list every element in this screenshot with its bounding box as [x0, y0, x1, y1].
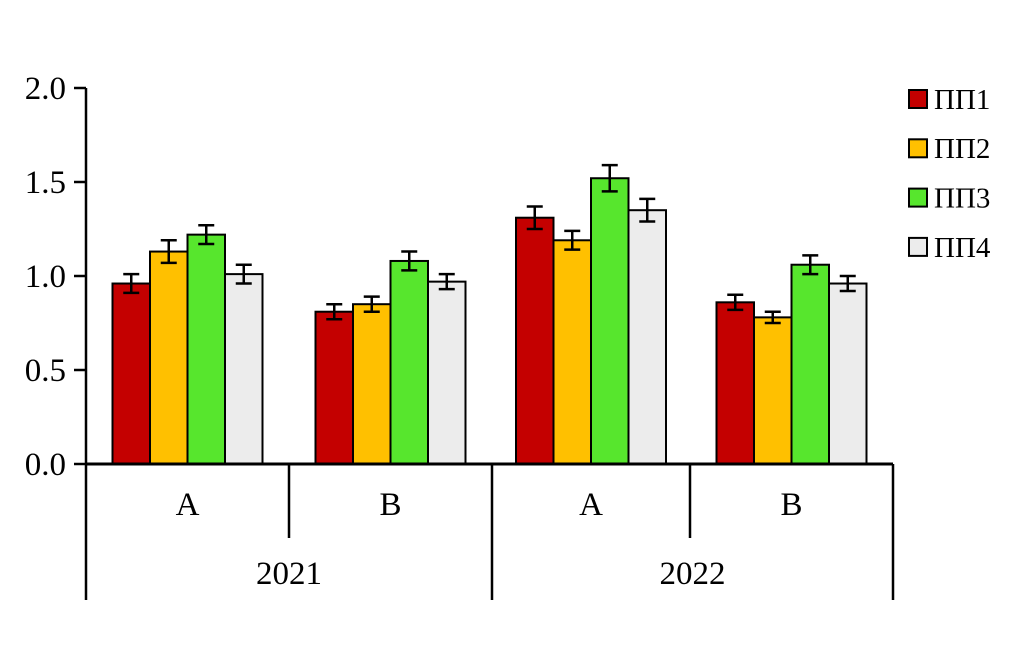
bar-series2-group4: [753, 316, 793, 465]
bar-series3-group2: [389, 259, 429, 465]
bar-series4-group1: [224, 273, 264, 465]
y-tick-label: 0.0: [25, 447, 66, 483]
bar-series2-group1: [149, 250, 189, 465]
y-tick-label: 0.5: [25, 353, 66, 389]
subgroup-label: A: [579, 487, 603, 523]
bar-series4-group4: [828, 282, 868, 465]
bar-series2-group3: [552, 239, 592, 465]
legend-label-pp1: ПП1: [934, 84, 990, 116]
bar-series2-group2: [352, 303, 392, 466]
bar-series4-group2: [427, 280, 467, 466]
y-tick-label: 2.0: [25, 71, 66, 107]
legend-swatch-pp4: [908, 236, 928, 257]
legend-swatch-pp3: [908, 187, 928, 208]
bar-series3-group4: [790, 263, 830, 465]
legend-label-pp2: ПП2: [934, 133, 990, 165]
bar-series4-group3: [627, 209, 667, 465]
year-label: 2021: [256, 556, 322, 592]
subgroup-label: B: [780, 487, 802, 523]
legend-label-pp4: ПП4: [934, 232, 991, 264]
legend-swatch-pp2: [908, 138, 928, 159]
bar-series1-group2: [314, 310, 354, 465]
bar-series1-group1: [111, 282, 151, 465]
y-tick-label: 1.0: [25, 259, 66, 295]
y-tick-label: 1.5: [25, 165, 66, 201]
subgroup-label: A: [176, 487, 200, 523]
year-label: 2022: [660, 556, 726, 592]
bar-series3-group1: [186, 233, 226, 465]
legend-label-pp3: ПП3: [934, 182, 990, 214]
bar-series1-group3: [515, 216, 555, 465]
bar-series3-group3: [590, 177, 630, 466]
subgroup-label: B: [379, 487, 401, 523]
legend-swatch-pp1: [908, 89, 928, 109]
bar-series1-group4: [715, 301, 755, 465]
